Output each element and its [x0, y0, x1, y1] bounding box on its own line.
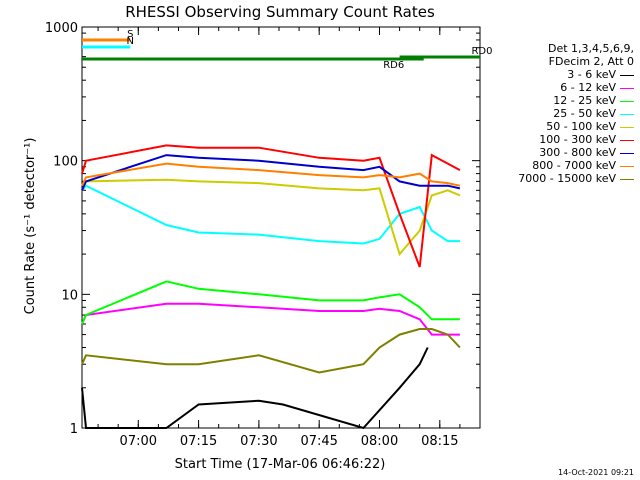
flag-label-3: RD6 — [383, 60, 404, 71]
legend-swatch — [620, 113, 634, 115]
legend-item: 100 - 300 keV — [518, 133, 634, 146]
legend-swatch — [620, 87, 634, 89]
y-tick-label: 10 — [61, 288, 78, 303]
x-tick-label: 07:30 — [240, 434, 277, 449]
legend-item-label: 7000 - 15000 keV — [518, 172, 616, 185]
series-line-1 — [81, 302, 460, 336]
legend-header-2: FDecim 2, Att 0 — [548, 55, 634, 68]
legend-item-label: 6 - 12 keV — [560, 81, 616, 94]
legend-item: 3 - 6 keV — [518, 68, 634, 81]
x-tick-label: 07:45 — [300, 434, 337, 449]
x-tick-label: 07:00 — [120, 434, 157, 449]
plot-flags: SN RD0 RD6 — [82, 29, 493, 71]
legend-item: 50 - 100 keV — [518, 120, 634, 133]
y-axis-label: Count Rate (s⁻¹ detector⁻¹) — [23, 138, 38, 315]
legend-swatch — [620, 152, 634, 154]
chart-title: RHESSI Observing Summary Count Rates — [125, 3, 435, 21]
x-tick-label: 08:00 — [361, 434, 398, 449]
chart-legend: Det 1,3,4,5,6,9, FDecim 2, Att 0 3 - 6 k… — [518, 42, 634, 185]
flag-label-1: N — [127, 36, 134, 47]
legend-swatch — [620, 74, 634, 76]
x-axis-label: Start Time (17-Mar-06 06:46:22) — [175, 457, 386, 472]
legend-item: 12 - 25 keV — [518, 94, 634, 107]
legend-swatch — [620, 100, 634, 102]
legend-swatch — [620, 178, 634, 180]
x-tick-label: 08:15 — [421, 434, 458, 449]
legend-item: 300 - 800 keV — [518, 146, 634, 159]
series-line-7 — [81, 162, 461, 187]
series-line-0 — [81, 347, 429, 430]
footer-timestamp: 14-Oct-2021 09:21 — [558, 468, 634, 477]
legend-item-label: 50 - 100 keV — [546, 120, 616, 133]
x-tick-label: 07:15 — [180, 434, 217, 449]
legend-item-label: 12 - 25 keV — [553, 94, 616, 107]
series-line-6 — [81, 154, 461, 191]
legend-item-label: 100 - 300 keV — [539, 133, 616, 146]
legend-item: 25 - 50 keV — [518, 107, 634, 120]
legend-item-label: 3 - 6 keV — [567, 68, 616, 81]
legend-item: 7000 - 15000 keV — [518, 172, 634, 185]
plot-frame — [81, 26, 481, 429]
legend-item-label: 800 - 7000 keV — [532, 159, 616, 172]
series-line-8 — [81, 328, 461, 374]
legend-swatch — [620, 139, 634, 141]
legend-item-label: 25 - 50 keV — [553, 107, 616, 120]
plot-series — [81, 144, 461, 430]
legend-item: 800 - 7000 keV — [518, 159, 634, 172]
legend-item: 6 - 12 keV — [518, 81, 634, 94]
legend-item-label: 300 - 800 keV — [539, 146, 616, 159]
series-line-2 — [81, 280, 460, 325]
y-tick-label: 1 — [70, 422, 78, 437]
series-line-3 — [81, 184, 460, 245]
flag-label-2: RD0 — [471, 46, 492, 57]
series-line-4 — [81, 178, 461, 257]
flag-label-0: S — [127, 29, 133, 40]
legend-swatch — [620, 165, 634, 167]
plot-axes: 1 10 100 1000 07:00 07:15 07:30 07:45 08:00 08:15 — [45, 21, 481, 449]
legend-swatch — [620, 126, 634, 128]
series-line-5 — [81, 144, 461, 268]
legend-header-1: Det 1,3,4,5,6,9, — [547, 42, 634, 55]
y-tick-label: 100 — [53, 155, 78, 170]
y-tick-label: 1000 — [45, 21, 78, 36]
